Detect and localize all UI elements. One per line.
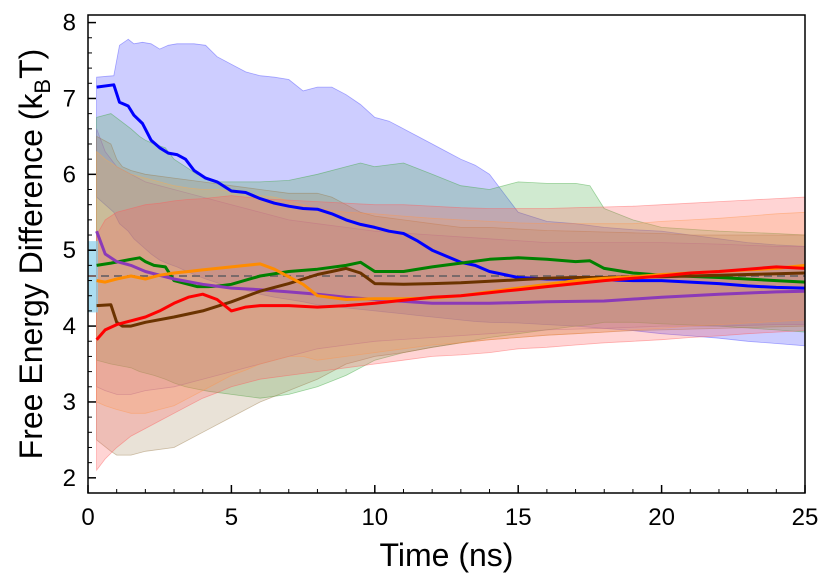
- y-axis-label-main: Free Energy Difference (k: [13, 93, 49, 460]
- x-tick-label: 15: [505, 504, 532, 531]
- x-tick-label: 5: [225, 504, 238, 531]
- series-line-red: [95, 265, 806, 341]
- x-tick-label: 0: [81, 504, 94, 531]
- y-tick-label: 7: [63, 85, 76, 112]
- axis-ticks: [87, 21, 806, 493]
- y-tick-label: 5: [63, 237, 76, 264]
- y-tick-label: 6: [63, 161, 76, 188]
- reference-value: [88, 241, 805, 313]
- uncertainty-bands: [96, 38, 806, 472]
- x-axis-label: Time (ns): [380, 537, 514, 573]
- series-lines: [95, 83, 806, 341]
- y-tick-label: 4: [63, 313, 76, 340]
- y-axis-label-end: T): [13, 49, 49, 79]
- x-tick-label: 10: [361, 504, 388, 531]
- y-tick-label: 3: [63, 389, 76, 416]
- x-tick-label: 20: [648, 504, 675, 531]
- y-tick-label: 2: [63, 465, 76, 492]
- y-axis-label-subscript: B: [30, 79, 55, 94]
- plot-frame: [87, 14, 806, 494]
- x-tick-label: 25: [792, 504, 819, 531]
- tick-labels: 0 5 10 15 20 25 2 3 4 5 6 7 8: [63, 10, 819, 531]
- series-line-green: [96, 256, 806, 289]
- y-axis-label: Free Energy Difference (kBT): [13, 49, 55, 460]
- y-tick-label: 8: [63, 10, 76, 37]
